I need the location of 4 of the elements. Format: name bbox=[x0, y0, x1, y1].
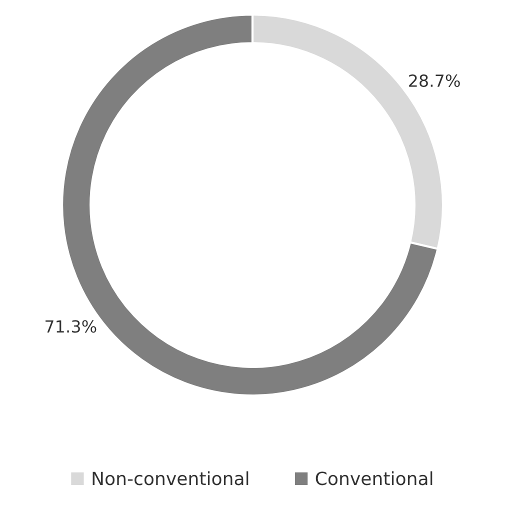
legend-label: Conventional bbox=[316, 471, 432, 486]
data-label: 28.7% bbox=[409, 74, 460, 87]
data-label: 71.3% bbox=[46, 320, 96, 333]
legend-label: Non-conventional bbox=[92, 471, 248, 486]
